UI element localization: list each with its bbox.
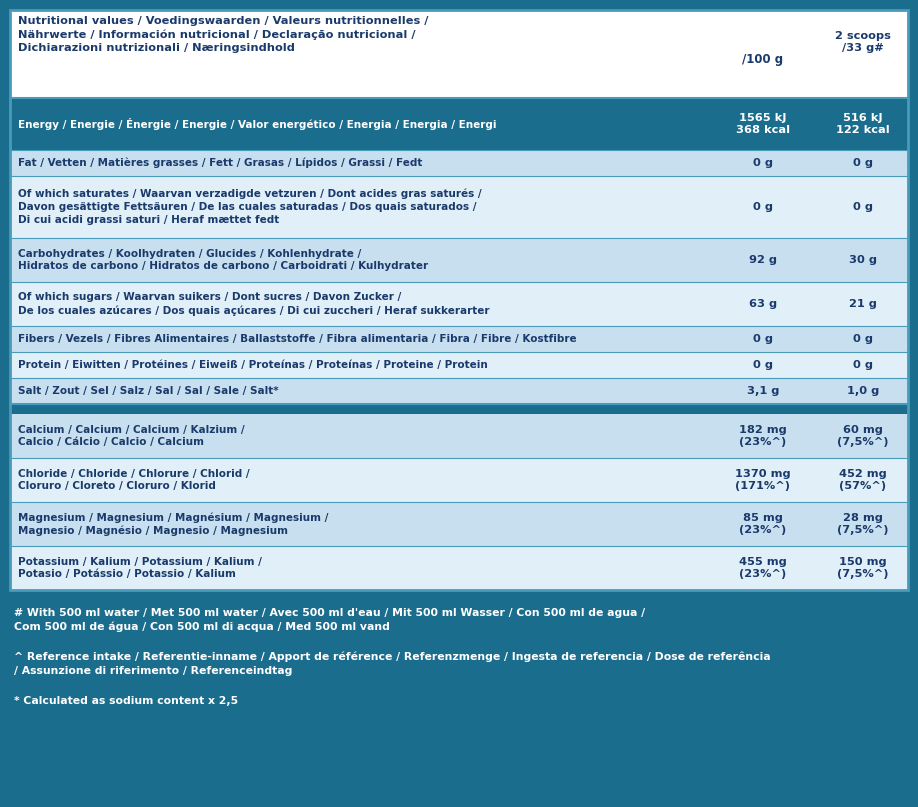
Text: /100 g: /100 g [743, 53, 784, 66]
Text: 0 g: 0 g [753, 334, 773, 344]
Text: Carbohydrates / Koolhydraten / Glucides / Kohlenhydrate /
Hidratos de carbono / : Carbohydrates / Koolhydraten / Glucides … [18, 249, 428, 271]
Bar [10, 414, 908, 458]
Text: 1370 mg
(171%^): 1370 mg (171%^) [735, 469, 790, 491]
Text: 0 g: 0 g [853, 334, 873, 344]
Bar [10, 238, 908, 282]
Text: 0 g: 0 g [853, 202, 873, 212]
Text: Magnesium / Magnesium / Magnésium / Magnesium /
Magnesio / Magnésio / Magnesio /: Magnesium / Magnesium / Magnésium / Magn… [18, 512, 329, 536]
Text: 182 mg
(23%^): 182 mg (23%^) [739, 424, 787, 447]
Text: Fibers / Vezels / Fibres Alimentaires / Ballaststoffe / Fibra alimentaria / Fibr: Fibers / Vezels / Fibres Alimentaires / … [18, 334, 577, 344]
Text: 28 mg
(7,5%^): 28 mg (7,5%^) [837, 512, 889, 535]
Text: Salt / Zout / Sel / Salz / Sal / Sal / Sale / Salt*: Salt / Zout / Sel / Salz / Sal / Sal / S… [18, 386, 279, 396]
Bar [10, 352, 908, 378]
Bar [10, 10, 908, 98]
Text: 0 g: 0 g [853, 158, 873, 168]
Text: 455 mg
(23%^): 455 mg (23%^) [739, 557, 787, 579]
Bar [10, 150, 908, 176]
Text: Of which sugars / Waarvan suikers / Dont sucres / Davon Zucker /
De los cuales a: Of which sugars / Waarvan suikers / Dont… [18, 292, 489, 316]
Text: ^ Reference intake / Referentie-inname / Apport de référence / Referenzmenge / I: ^ Reference intake / Referentie-inname /… [14, 652, 770, 675]
Text: Calcium / Calcium / Calcium / Kalzium /
Calcio / Cálcio / Calcio / Calcium: Calcium / Calcium / Calcium / Kalzium / … [18, 424, 244, 447]
Text: # With 500 ml water / Met 500 ml water / Avec 500 ml d'eau / Mit 500 ml Wasser /: # With 500 ml water / Met 500 ml water /… [14, 608, 645, 632]
Text: 0 g: 0 g [753, 202, 773, 212]
Text: 3,1 g: 3,1 g [747, 386, 779, 396]
Text: 1565 kJ
368 kcal: 1565 kJ 368 kcal [736, 113, 790, 136]
Text: Fat / Vetten / Matières grasses / Fett / Grasas / Lípidos / Grassi / Fedt: Fat / Vetten / Matières grasses / Fett /… [18, 157, 422, 168]
Text: 21 g: 21 g [849, 299, 877, 309]
Bar [10, 326, 908, 352]
Text: Potassium / Kalium / Potassium / Kalium /
Potasio / Potássio / Potassio / Kalium: Potassium / Kalium / Potassium / Kalium … [18, 557, 262, 579]
Text: 63 g: 63 g [749, 299, 777, 309]
Text: * Calculated as sodium content x 2,5: * Calculated as sodium content x 2,5 [14, 696, 238, 706]
Bar [10, 98, 908, 150]
Bar [10, 176, 908, 238]
Text: Of which saturates / Waarvan verzadigde vetzuren / Dont acides gras saturés /
Da: Of which saturates / Waarvan verzadigde … [18, 189, 482, 225]
Bar [10, 10, 908, 590]
Bar [10, 502, 908, 546]
Text: 452 mg
(57%^): 452 mg (57%^) [839, 469, 887, 491]
Text: Chloride / Chloride / Chlorure / Chlorid /
Cloruro / Cloreto / Cloruro / Klorid: Chloride / Chloride / Chlorure / Chlorid… [18, 469, 250, 491]
Bar [10, 546, 908, 590]
Text: 30 g: 30 g [849, 255, 877, 265]
Text: 85 mg
(23%^): 85 mg (23%^) [739, 512, 787, 535]
Text: 92 g: 92 g [749, 255, 777, 265]
Bar [10, 404, 908, 414]
Text: 0 g: 0 g [753, 158, 773, 168]
Text: 516 kJ
122 kcal: 516 kJ 122 kcal [836, 113, 890, 136]
Text: 0 g: 0 g [753, 360, 773, 370]
Bar [10, 458, 908, 502]
Text: 150 mg
(7,5%^): 150 mg (7,5%^) [837, 557, 889, 579]
Text: Protein / Eiwitten / Protéines / Eiweiß / Proteínas / Proteínas / Proteine / Pro: Protein / Eiwitten / Protéines / Eiweiß … [18, 360, 487, 370]
Text: 60 mg
(7,5%^): 60 mg (7,5%^) [837, 424, 889, 447]
Bar [10, 378, 908, 404]
Text: Energy / Energie / Énergie / Energie / Valor energético / Energia / Energia / En: Energy / Energie / Énergie / Energie / V… [18, 118, 497, 130]
Text: 1,0 g: 1,0 g [847, 386, 879, 396]
Bar [10, 282, 908, 326]
Text: Nutritional values / Voedingswaarden / Valeurs nutritionnelles /
Nährwerte / Inf: Nutritional values / Voedingswaarden / V… [18, 16, 429, 53]
Text: 2 scoops
/33 g#: 2 scoops /33 g# [835, 31, 891, 53]
Text: 0 g: 0 g [853, 360, 873, 370]
